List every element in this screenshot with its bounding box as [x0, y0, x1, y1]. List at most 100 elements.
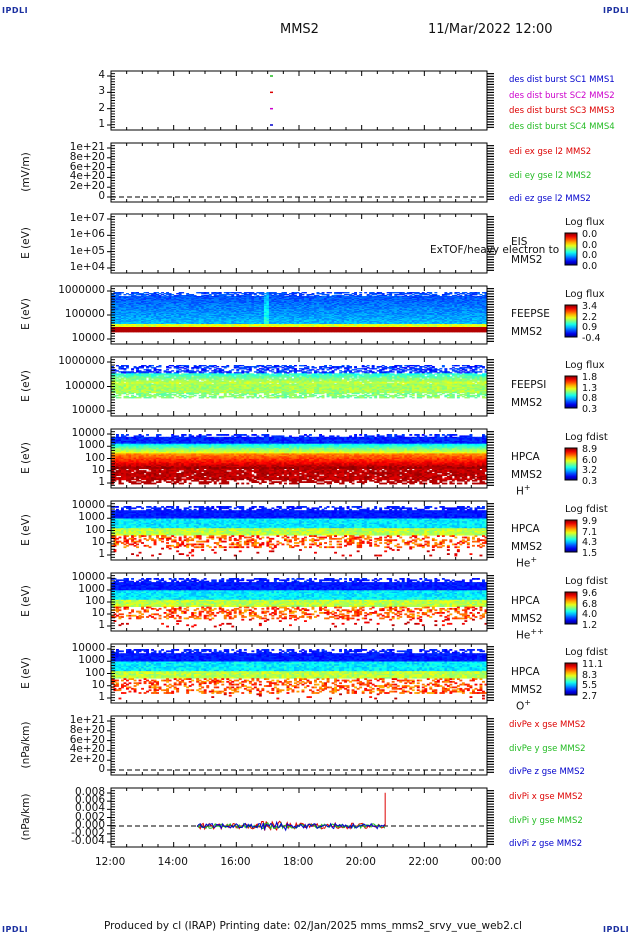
- hpca_o-ylabel: E (eV): [20, 633, 32, 713]
- hpca_he2-cbar-value: 6.8: [582, 599, 597, 610]
- hpca_h-ytick: 1000: [35, 439, 105, 451]
- hpca_he2-cbar-value: 4.0: [582, 609, 597, 620]
- hpca_he-species: He+: [516, 555, 537, 570]
- hpca_he2-cbar-title: Log fdist: [565, 576, 608, 587]
- hpca_h-instrument: HPCA: [511, 451, 540, 463]
- hpca_he2-species: He++: [516, 627, 544, 642]
- hpca_h-cbar-value: 3.2: [582, 465, 597, 476]
- divpi-frame: [111, 788, 487, 847]
- edi-ylabel: (mV/m): [20, 132, 32, 212]
- feepse-spectrogram: [111, 292, 487, 332]
- hpca_he-cbar-value: 4.3: [582, 537, 597, 548]
- feepse-cbar-title: Log flux: [565, 289, 605, 300]
- xaxis-tick-label: 18:00: [283, 856, 313, 868]
- hpca_he2-cbar-value: 9.6: [582, 588, 597, 599]
- burst-legend-3: des dist burst SC3 MMS3: [509, 106, 615, 116]
- feepse-ylabel: E (eV): [20, 274, 32, 354]
- hpca_he2-spectrogram: [111, 578, 487, 627]
- hpca_o-spacecraft: MMS2: [511, 684, 542, 696]
- hpca_o-cbar-value: 8.3: [582, 670, 597, 681]
- feepse-colorbar: [565, 305, 577, 337]
- hpca_o-ytick: 1: [35, 691, 105, 703]
- hpca_o-species: O+: [516, 698, 531, 713]
- feepse-spacecraft: MMS2: [511, 326, 542, 338]
- xaxis-tick-label: 22:00: [408, 856, 438, 868]
- eis-cbar-value: 0.0: [582, 240, 597, 251]
- feepsi-cbar-value: 1.8: [582, 372, 597, 383]
- hpca_o-spectrogram: [111, 649, 487, 699]
- eis-ytick: 1e+06: [35, 228, 105, 240]
- hpca_h-spacecraft: MMS2: [511, 469, 542, 481]
- eis-cbar-title: Log flux: [565, 217, 605, 228]
- feepsi-ytick: 100000: [35, 380, 105, 392]
- hpca_o-cbar-value: 11.1: [582, 659, 603, 670]
- hpca_h-ylabel: E (eV): [20, 418, 32, 498]
- xaxis-tick-label: 16:00: [220, 856, 250, 868]
- burst-ytick: 1: [35, 118, 105, 130]
- hpca_o-ytick: 10: [35, 679, 105, 691]
- burst-frame: [111, 71, 487, 130]
- divpi-legend-3: divPi z gse MMS2: [509, 839, 582, 849]
- eis-colorbar: [565, 233, 577, 265]
- divpe-ytick: 0: [35, 763, 105, 775]
- eis-cbar-value: 0.0: [582, 261, 597, 272]
- feepsi-ylabel: E (eV): [20, 346, 32, 426]
- feepsi-cbar-value: 0.8: [582, 393, 597, 404]
- hpca_he-cbar-value: 1.5: [582, 548, 597, 559]
- edi-legend-1: edi ex gse l2 MMS2: [509, 147, 591, 157]
- hpca_h-ytick: 100: [35, 452, 105, 464]
- hpca_h-colorbar: [565, 448, 577, 480]
- feepse-cbar-value: -0.4: [582, 333, 601, 344]
- hpca_he2-instrument: HPCA: [511, 595, 540, 607]
- edi-legend-2: edi ey gse l2 MMS2: [509, 171, 591, 181]
- hpca_h-species-charge: +: [524, 483, 531, 492]
- divpi-legend-2: divPi y gse MMS2: [509, 816, 583, 826]
- divpe-legend-2: divPe y gse MMS2: [509, 744, 586, 754]
- burst-legend-2: des dist burst SC2 MMS2: [509, 91, 615, 101]
- hpca_he-ytick: 1000: [35, 511, 105, 523]
- feepsi-cbar-value: 0.3: [582, 404, 597, 415]
- edi-frame: [111, 143, 487, 202]
- hpca_he2-ytick: 10000: [35, 571, 105, 583]
- hpca_h-ytick: 1: [35, 476, 105, 488]
- feepsi-colorbar: [565, 376, 577, 408]
- hpca_h-cbar-title: Log fdist: [565, 432, 608, 443]
- burst-ytick: 3: [35, 85, 105, 97]
- eis-ytick: 1e+07: [35, 212, 105, 224]
- hpca_h-cbar-value: 0.3: [582, 476, 597, 487]
- divpe-frame: [111, 716, 487, 775]
- feepse-cbar-value: 3.4: [582, 301, 597, 312]
- xaxis-tick-label: 00:00: [471, 856, 501, 868]
- hpca_o-species-charge: +: [524, 698, 531, 707]
- hpca_he-ytick: 100: [35, 524, 105, 536]
- burst-ytick: 2: [35, 102, 105, 114]
- hpca_o-ytick: 100: [35, 667, 105, 679]
- feepse-ytick: 1000000: [35, 284, 105, 296]
- feepse-instrument: FEEPSE: [511, 308, 550, 320]
- feepse-ytick: 10000: [35, 332, 105, 344]
- hpca_o-colorbar: [565, 663, 577, 695]
- hpca_he2-ytick: 1: [35, 619, 105, 631]
- hpca_he2-ytick: 100: [35, 595, 105, 607]
- hpca_he-cbar-value: 9.9: [582, 516, 597, 527]
- hpca_o-ytick: 10000: [35, 642, 105, 654]
- hpca_he-spectrogram: [111, 506, 487, 556]
- burst-legend-4: des dist burst SC4 MMS4: [509, 122, 615, 132]
- hpca_h-ytick: 10000: [35, 427, 105, 439]
- hpca_h-cbar-value: 8.9: [582, 444, 597, 455]
- hpca_o-cbar-value: 5.5: [582, 680, 597, 691]
- feepse-cbar-value: 0.9: [582, 322, 597, 333]
- eis-cbar-value: 0.0: [582, 229, 597, 240]
- hpca_o-ytick: 1000: [35, 654, 105, 666]
- hpca_he2-ytick: 1000: [35, 583, 105, 595]
- burst-legend-1: des dist burst SC1 MMS1: [509, 75, 615, 85]
- feepsi-spectrogram: [111, 365, 487, 398]
- hpca_he2-ytick: 10: [35, 607, 105, 619]
- xaxis-tick-label: 20:00: [346, 856, 376, 868]
- eis-cbar-value: 0.0: [582, 250, 597, 261]
- feepsi-ytick: 1000000: [35, 355, 105, 367]
- hpca_o-cbar-value: 2.7: [582, 691, 597, 702]
- hpca_h-cbar-value: 6.0: [582, 455, 597, 466]
- hpca_o-instrument: HPCA: [511, 666, 540, 678]
- eis-ylabel: E (eV): [20, 203, 32, 283]
